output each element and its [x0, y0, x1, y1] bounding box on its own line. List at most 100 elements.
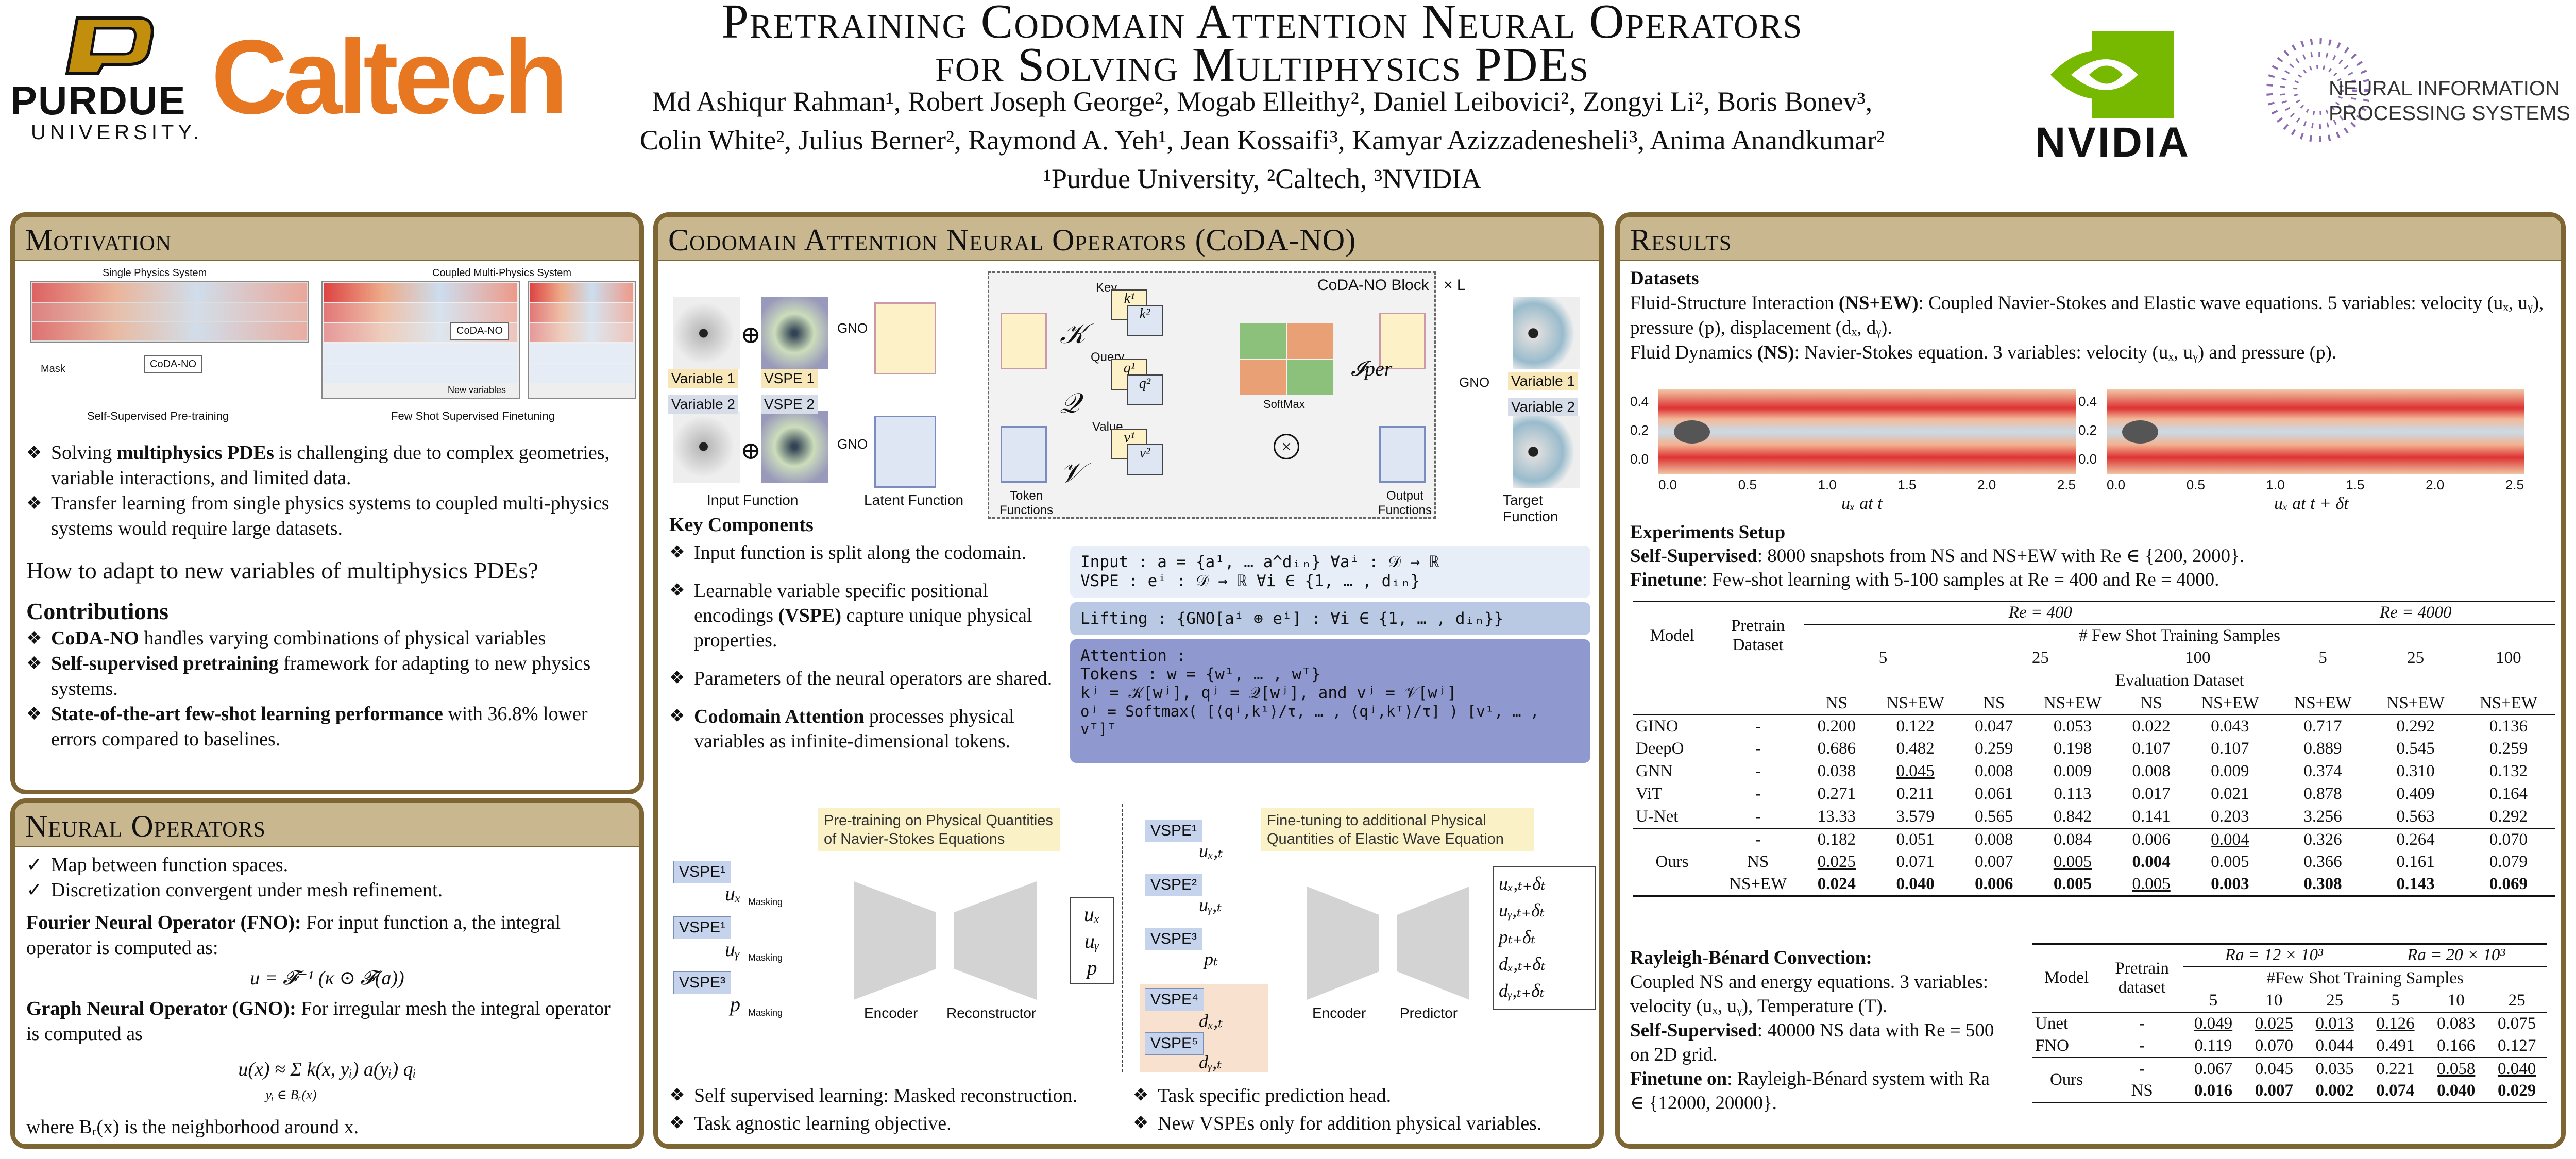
eq-tok: Tokens : w = {w¹, … , wᵀ} — [1080, 665, 1321, 684]
t1-eval-col-0: NS — [1825, 693, 1848, 712]
table-cell: 0.182 — [1817, 830, 1856, 849]
eq-input: Input : a = {a¹, … a^dᵢₙ} ∀aⁱ : 𝒟 → ℝ — [1080, 553, 1439, 571]
table-cell: 0.025 — [1817, 853, 1856, 871]
t1-eval-col-8: NS+EW — [2479, 693, 2537, 712]
purdue-wordmark: PURDUE — [10, 78, 187, 123]
t2-ra1: Ra = 12 × 10³ — [2183, 944, 2365, 967]
table-cell: - — [1755, 717, 1761, 736]
k2-box: k² — [1127, 305, 1163, 336]
table-cell — [1633, 828, 1711, 851]
table-cell: 0.409 — [2396, 785, 2435, 803]
table-cell: 0.326 — [2303, 830, 2342, 849]
table-row: DeepO - 0.686 0.482 0.259 0.198 0.107 0.107 0.88… — [1633, 738, 2555, 760]
table-cell: 0.878 — [2303, 785, 2342, 803]
table-cell: 0.005 — [2132, 875, 2171, 894]
table-cell: ViT — [1636, 785, 1663, 803]
flow-plots: 0.4 0.2 0.0 0.4 0.2 0.0 0.0 0.5 1.0 1.5 … — [1620, 382, 2561, 521]
table-cell: 0.545 — [2396, 739, 2435, 758]
pre-vspe-3: VSPE³ — [673, 971, 732, 994]
table-cell: 0.132 — [2489, 762, 2528, 780]
table-cell: 0.074 — [2376, 1081, 2415, 1100]
table-row: FNO - 0.119 0.070 0.044 0.491 0.166 0.127 — [2032, 1035, 2547, 1058]
t1-body: GINO - 0.200 0.122 0.047 0.053 0.022 0.043 0.717… — [1633, 715, 2555, 828]
t1-re400: Re = 400 — [1804, 601, 2277, 625]
eq-vspe: VSPE : eⁱ : 𝒟 → ℝ ∀i ∈ {1, … , dᵢₙ} — [1080, 572, 1420, 590]
table-cell: 0.565 — [1975, 807, 2013, 826]
table-cell: 0.200 — [1817, 717, 1856, 736]
t2-sample-col-0: 5 — [2209, 991, 2218, 1010]
t2-model-header: Model — [2044, 968, 2089, 987]
motivation-question: How to adapt to new variables of multiph… — [26, 557, 538, 584]
pre-var-ux: uₓ — [725, 882, 741, 905]
ft-var-4: dₓ,ₜ — [1199, 1011, 1223, 1031]
kc-bullet-3: Parameters of the neural operators are s… — [669, 666, 1071, 691]
pre-output-box: uₓ uᵧ p — [1070, 897, 1114, 984]
reconstructor-label: Reconstructor — [946, 1005, 1037, 1021]
table-cell: 0.211 — [1896, 785, 1935, 803]
p2-xtick-0: 0.0 — [2107, 477, 2126, 492]
table-cell: 0.009 — [2053, 762, 2092, 780]
token-functions-label: Token Functions — [999, 489, 1054, 517]
cal-q: 𝒬 — [1060, 388, 1080, 419]
table-row: Ours - 0.067 0.045 0.035 0.221 0.058 0.040 — [2032, 1058, 2547, 1089]
t1-samples-5b: 5 — [2318, 649, 2327, 667]
ft-out-4: dₓ,ₜ₊δₜ — [1499, 953, 1546, 974]
table-cell: DeepO — [1636, 739, 1684, 758]
t1-eval-col-1: NS+EW — [1886, 693, 1944, 712]
pre-out-p: p — [1087, 956, 1097, 979]
table-cell: 0.004 — [2132, 853, 2171, 871]
target-function-label: Target Function — [1503, 492, 1558, 524]
pre-vspe-1b: VSPE¹ — [673, 916, 732, 939]
plot-2-yaxis: 0.4 0.2 0.0 — [2078, 387, 2097, 473]
equation-stack: Input : a = {a¹, … a^dᵢₙ} ∀aⁱ : 𝒟 → ℝ VS… — [1070, 546, 1590, 763]
p2-xtick-1: 0.5 — [2186, 477, 2205, 492]
authors-line-1: Md Ashiqur Rahman¹, Robert Joseph George… — [652, 86, 1873, 117]
kc-bullet-1: Input function is split along the codoma… — [669, 540, 1071, 565]
table-cell: NS — [2131, 1081, 2153, 1100]
p2-xtick-4: 2.0 — [2426, 477, 2445, 492]
table-cell: 3.256 — [2303, 807, 2342, 826]
p2-ytick-2: 0.0 — [2078, 451, 2097, 467]
table-cell: GINO — [1636, 717, 1679, 736]
t1-eval-col-2: NS — [1983, 693, 2005, 712]
table-cell: 0.040 — [2437, 1081, 2476, 1100]
pre-var-uy: uᵧ — [725, 938, 740, 961]
plot-1-xaxis: 0.0 0.5 1.0 1.5 2.0 2.5 — [1658, 477, 2076, 493]
table-cell: U-Net — [1636, 807, 1679, 826]
cal-v: 𝒱 — [1060, 457, 1083, 488]
purdue-subword: UNIVERSITY. — [31, 121, 203, 144]
t1-samples-100b: 100 — [2496, 649, 2521, 667]
ft-vspe-2: VSPE² — [1145, 874, 1203, 896]
table-cell: GNN — [1636, 762, 1673, 780]
gno-equation: u(x) ≈ Σ k(x, yᵢ) a(yᵢ) qᵢ — [238, 1059, 416, 1080]
poster-title: Pretraining Codomain Attention Neural Op… — [515, 0, 2009, 89]
ft-out-2: uᵧ,ₜ₊δₜ — [1499, 900, 1545, 921]
contribution-2: Self-supervised pretraining framework fo… — [26, 651, 628, 702]
table-cell: 0.292 — [2396, 717, 2435, 736]
finetune-title: Fine-tuning to additional Physical Quant… — [1261, 808, 1534, 851]
purdue-logo: PURDUE UNIVERSITY. — [10, 13, 199, 144]
t1-samples-25b: 25 — [2407, 649, 2425, 667]
table-cell: 0.025 — [2255, 1014, 2293, 1033]
table-cell: 0.029 — [2497, 1081, 2536, 1100]
masking-label-2: Masking — [748, 952, 783, 963]
table-cell: 0.005 — [2053, 853, 2092, 871]
table-cell: 0.017 — [2132, 785, 2171, 803]
table-cell: 0.107 — [2132, 739, 2171, 758]
ft-vspe-5: VSPE⁵ — [1145, 1032, 1204, 1055]
finetune-line: Finetune: Few-shot learning with 5-100 s… — [1630, 569, 2219, 590]
table-cell — [1633, 874, 1711, 896]
table-cell: 0.491 — [2376, 1036, 2415, 1055]
table-cell: Unet — [2035, 1014, 2069, 1033]
self-supervised-line: Self-Supervised: 8000 snapshots from NS … — [1630, 546, 2245, 567]
pre-var-p: p — [730, 993, 740, 1016]
neural-operators-panel: Neural Operators Map between function sp… — [10, 798, 644, 1149]
table-cell: 0.164 — [2489, 785, 2528, 803]
t1-evals-row: NS NS+EW NS NS+EW NS NS+EW NS+EW NS+EW NS+EW — [1633, 692, 2555, 715]
table-row: GINO - 0.200 0.122 0.047 0.053 0.022 0.043 0.717… — [1633, 715, 2555, 738]
table-cell: Ours — [2049, 1070, 2083, 1089]
results-body: Datasets Fluid-Structure Interaction (NS… — [1620, 261, 2561, 370]
t2-samples-row: 5 10 25 5 10 25 — [2032, 990, 2547, 1012]
output-fn-2 — [1379, 426, 1426, 483]
title-line-1: Pretraining Codomain Attention Neural Op… — [721, 0, 1803, 48]
